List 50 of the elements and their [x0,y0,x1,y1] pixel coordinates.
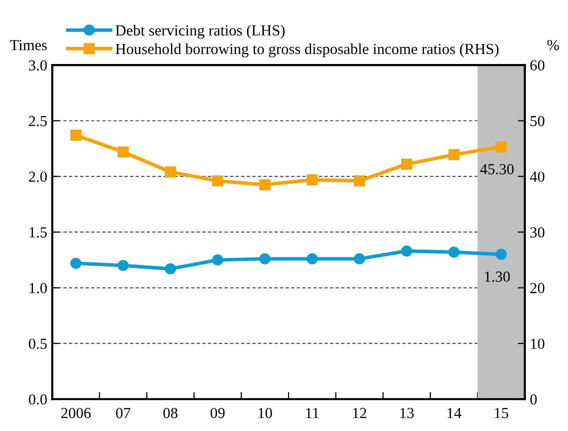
point [306,253,318,264]
x-tick-label: 2006 [61,408,91,418]
y2-tick-label: 60 [530,60,544,71]
x-tick-label: 11 [306,408,319,418]
point [496,248,507,260]
point [354,253,365,264]
point [118,146,129,158]
point [354,175,365,186]
y-tick-label: 2.0 [28,172,47,182]
legend-label: Debt servicing ratios (LHS) [116,24,285,39]
point [401,158,412,170]
y-axis-title: Times [10,40,47,50]
data-label: 1.30 [485,271,510,282]
x-tick-label: 14 [448,408,462,418]
x-tick-label: 08 [163,408,178,418]
point [70,130,82,141]
point [259,179,270,190]
point [212,254,224,266]
y2-tick-label: 30 [530,227,544,238]
point [306,174,318,186]
point [496,141,507,152]
x-tick-label: 12 [353,408,366,418]
x-tick-label: 10 [258,408,272,418]
y-tick-label: 1.5 [30,227,47,238]
point [70,258,82,269]
data-label: 45.30 [480,164,514,174]
y-tick-label: 0.0 [28,394,47,405]
point [164,263,176,274]
point [259,253,270,264]
y2-tick-label: 50 [530,116,544,126]
y2-axis-title: % [547,40,560,50]
point [401,245,412,257]
point [164,166,176,178]
y-tick-label: 1.0 [30,282,47,294]
y2-tick-label: 40 [530,172,544,182]
y-tick-label: 2.5 [28,116,47,126]
y-tick-label: 3.0 [29,60,47,71]
x-tick-label: 13 [400,408,414,418]
point [212,175,224,186]
x-tick-label: 09 [210,408,225,418]
point [448,149,460,160]
y2-tick-label: 0 [530,394,537,405]
legend-label: Household borrowing to gross disposable income ratios (RHS) [116,43,499,58]
y-tick-label: 0.5 [28,338,47,349]
y2-tick-label: 10 [531,338,544,349]
point [448,246,460,258]
x-tick-label: 15 [494,408,508,418]
x-tick-label: 07 [116,408,130,418]
point [118,260,129,272]
y2-tick-label: 20 [530,282,544,294]
